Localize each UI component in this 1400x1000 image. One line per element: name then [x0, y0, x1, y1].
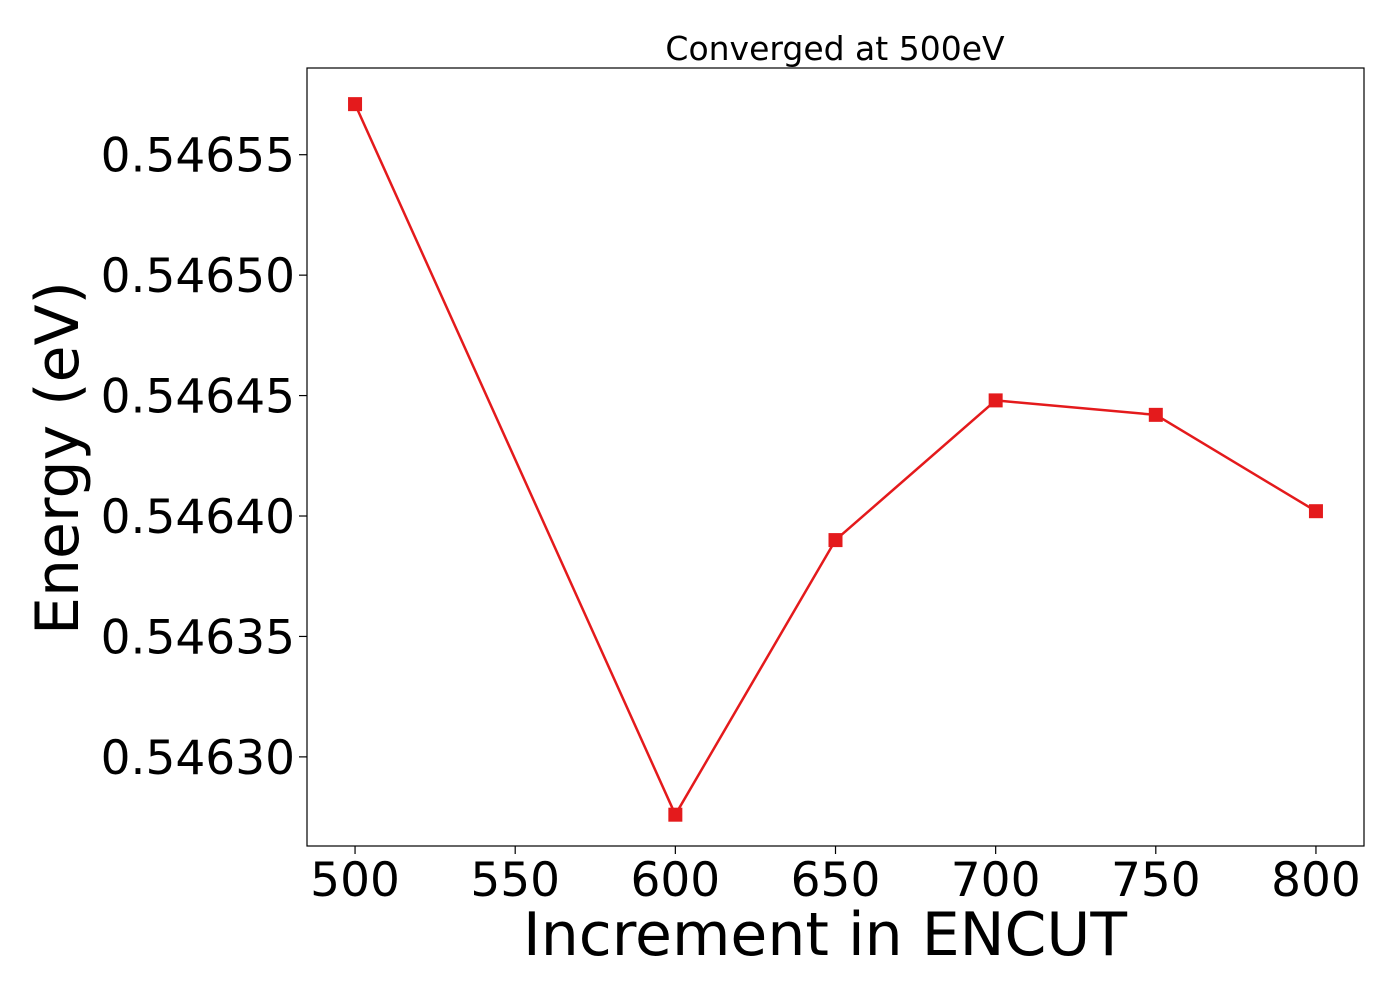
data-point [1148, 407, 1163, 422]
data-point [668, 807, 683, 822]
y-axis: 0.54630 0.54635 0.54640 0.54645 0.54650 0.546… [101, 129, 307, 786]
data-point [988, 393, 1003, 408]
x-tick-label: 650 [791, 853, 881, 908]
y-tick-label: 0.54635 [101, 610, 295, 665]
chart-title: Converged at 500eV [665, 29, 1005, 68]
series-line [353, 103, 1317, 816]
x-axis: 500 550 600 650 700 750 800 [310, 846, 1361, 908]
y-tick-label: 0.54650 [101, 249, 295, 304]
x-tick-label: 550 [470, 853, 560, 908]
plot-area-frame [306, 67, 1365, 847]
y-axis-label: Energy (eV) [23, 281, 93, 635]
y-tick-label: 0.54645 [101, 370, 295, 425]
x-tick-label: 800 [1271, 853, 1361, 908]
x-axis-label: Increment in ENCUT [523, 900, 1127, 970]
y-tick-label: 0.54630 [101, 731, 295, 786]
x-tick-label: 500 [310, 853, 400, 908]
x-tick-label: 700 [951, 853, 1041, 908]
y-tick-label: 0.54640 [101, 490, 295, 545]
data-point [828, 533, 843, 548]
series-layer [348, 97, 1323, 822]
y-tick-label: 0.54655 [101, 129, 295, 184]
x-tick-label: 600 [630, 853, 720, 908]
data-point [348, 97, 363, 112]
data-point [1308, 504, 1323, 519]
x-tick-label: 750 [1111, 853, 1201, 908]
